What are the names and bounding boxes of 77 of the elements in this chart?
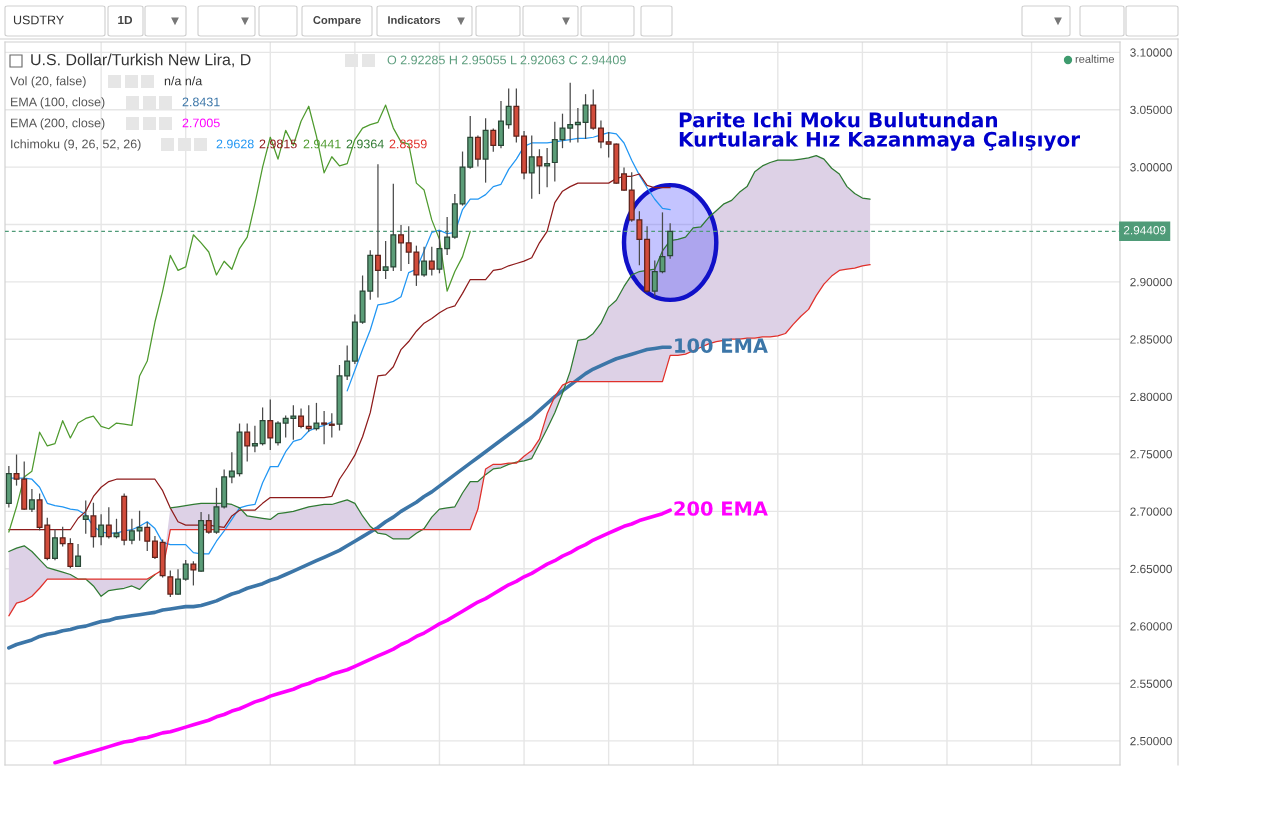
y-tick-label: 2.75000 xyxy=(1130,450,1172,459)
candlestick xyxy=(82,500,89,534)
y-tick-label: 2.80000 xyxy=(1130,392,1172,402)
text: Indicators xyxy=(388,15,441,24)
candlestick xyxy=(597,120,604,149)
candlestick xyxy=(128,518,135,545)
candlestick xyxy=(28,488,35,513)
candlestick xyxy=(490,128,497,152)
candlestick xyxy=(274,421,281,446)
candlestick xyxy=(113,518,120,539)
annotation: Parite Ichi Moku Bulutundan Kurtularak Hız Kazanmaya Çalışıyor xyxy=(679,112,1081,151)
y-tick-label: 3.00000 xyxy=(1130,163,1172,172)
candlestick xyxy=(151,535,158,560)
candlestick xyxy=(167,570,174,597)
annotation: n/a n/a xyxy=(164,76,203,86)
ref-line-label: 2.94409 xyxy=(1123,226,1166,235)
candlestick xyxy=(328,413,335,438)
y-tick-label: 2.50000 xyxy=(1130,736,1172,746)
candlestick xyxy=(251,425,258,453)
text: USDTRY xyxy=(13,15,64,25)
text: U.S. Dollar/Turkish New Lira, D xyxy=(31,53,251,68)
y-tick-label: 3.05000 xyxy=(1130,105,1172,115)
annotation: 2.8431 xyxy=(182,97,220,107)
candlestick xyxy=(590,89,597,130)
y-tick-label: 3.10000 xyxy=(1130,48,1172,57)
candlestick xyxy=(313,402,320,431)
candlestick xyxy=(505,88,512,129)
candlestick xyxy=(228,452,235,484)
y-tick-label: 2.55000 xyxy=(1130,679,1172,688)
y-tick-label: 2.70000 xyxy=(1130,507,1172,516)
candlestick xyxy=(105,507,112,539)
annotation: EMA (100, close) xyxy=(11,97,105,109)
text: 1D xyxy=(118,15,133,25)
annotation: Vol (20, false) xyxy=(10,76,86,88)
annotation: realtime xyxy=(1075,54,1115,63)
candlestick xyxy=(428,246,435,276)
candlestick xyxy=(574,107,581,143)
candlestick xyxy=(374,164,381,298)
candlestick xyxy=(98,514,105,546)
candlestick xyxy=(421,246,428,277)
candlestick xyxy=(582,94,589,140)
candlestick xyxy=(536,149,543,195)
annotation: Ichimoku (9, 26, 52, 26) xyxy=(11,139,141,151)
y-tick-label: 2.85000 xyxy=(1130,335,1172,344)
candlestick xyxy=(136,510,143,541)
candlestick xyxy=(144,522,151,552)
text: Compare xyxy=(313,16,361,27)
annotation: O 2.92285 H 2.95055 L 2.92063 C 2.94409 xyxy=(387,55,626,65)
candlestick xyxy=(544,148,551,188)
candlestick xyxy=(298,408,305,429)
candlestick xyxy=(51,529,58,561)
y-tick-label: 2.90000 xyxy=(1130,277,1172,287)
line-series xyxy=(53,508,672,765)
candlestick xyxy=(244,423,251,462)
candlestick xyxy=(267,399,274,451)
y-tick-label: 2.65000 xyxy=(1130,564,1172,574)
candlestick xyxy=(259,407,266,446)
candlestick xyxy=(75,544,82,568)
candlestick xyxy=(474,135,481,167)
y-tick-label: 2.60000 xyxy=(1130,622,1172,631)
annotation: EMA (200, close) xyxy=(11,118,105,130)
candlestick xyxy=(205,514,212,534)
line-series xyxy=(7,345,672,650)
candlestick xyxy=(305,405,312,432)
candlestick xyxy=(321,410,328,445)
candlestick xyxy=(182,560,189,581)
candlestick xyxy=(175,569,182,595)
line-series xyxy=(8,173,671,531)
annotation: 2.9628 xyxy=(216,139,254,149)
candlestick xyxy=(528,135,535,199)
candlestick xyxy=(190,561,197,586)
candlestick xyxy=(621,167,628,191)
line-series xyxy=(8,264,871,617)
annotation: 2.7005 xyxy=(182,118,220,128)
series-label: 200 EMA xyxy=(674,501,768,516)
candlestick xyxy=(398,224,405,272)
candlestick xyxy=(90,502,97,548)
